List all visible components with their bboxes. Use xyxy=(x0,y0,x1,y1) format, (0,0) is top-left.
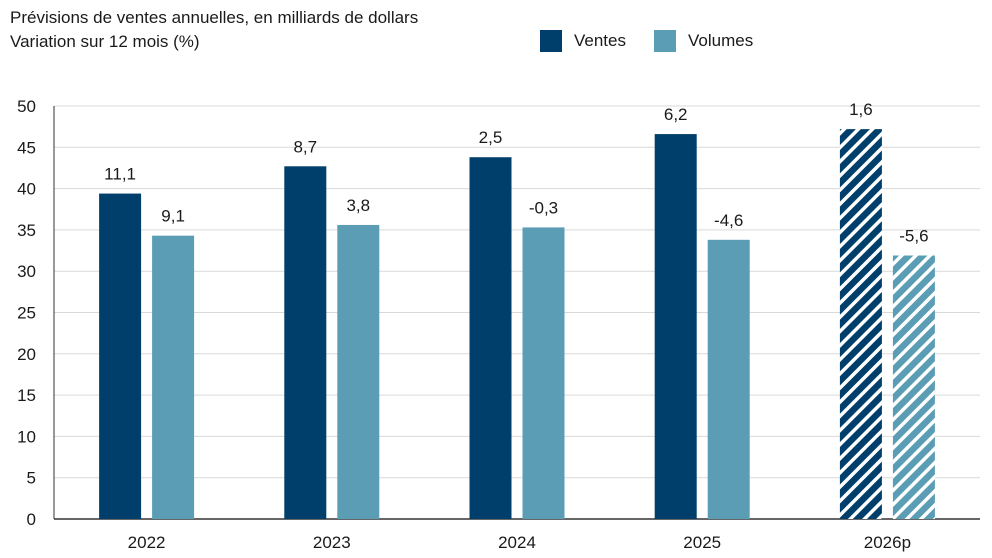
y-tick-label: 30 xyxy=(17,262,36,281)
chart-title-line1: Prévisions de ventes annuelles, en milli… xyxy=(10,8,419,27)
y-tick-label: 10 xyxy=(17,427,36,446)
bar-sales-2022 xyxy=(99,193,142,519)
y-tick-label: 35 xyxy=(17,221,36,240)
data-label-volume-2022: 9,1 xyxy=(161,207,185,226)
x-tick-label: 2023 xyxy=(313,533,351,552)
chart-title: Prévisions de ventes annuelles, en milli… xyxy=(10,6,418,54)
bar-sales-2025 xyxy=(654,134,697,520)
bar-volume-2024 xyxy=(522,227,565,519)
chart-legend: Ventes Volumes xyxy=(540,30,781,52)
y-tick-label: 25 xyxy=(17,304,36,323)
y-tick-label: 50 xyxy=(17,97,36,116)
y-tick-label: 0 xyxy=(27,510,36,529)
y-tick-label: 45 xyxy=(17,138,36,157)
legend-swatch-sales xyxy=(540,30,562,52)
x-tick-label: 2022 xyxy=(128,533,166,552)
legend-label-volume: Volumes xyxy=(688,31,754,50)
data-label-volume-2026p: -5,6 xyxy=(899,227,928,246)
data-label-sales-2024: 2,5 xyxy=(479,128,503,147)
data-label-sales-2026p: 1,6 xyxy=(849,100,873,119)
bar-sales-2023 xyxy=(284,166,327,519)
data-label-volume-2024: -0,3 xyxy=(529,198,558,217)
x-tick-label: 2026p xyxy=(864,533,911,552)
data-label-sales-2025: 6,2 xyxy=(664,105,688,124)
legend-item-volume: Volumes xyxy=(654,30,753,52)
legend-label-sales: Ventes xyxy=(574,31,626,50)
legend-item-sales: Ventes xyxy=(540,30,626,52)
bar-sales-2024 xyxy=(469,157,512,519)
bar-volume-2022 xyxy=(152,235,195,519)
legend-swatch-volume xyxy=(654,30,676,52)
y-tick-label: 15 xyxy=(17,386,36,405)
data-label-volume-2023: 3,8 xyxy=(346,196,370,215)
bar-sales-2026p xyxy=(839,129,882,520)
y-tick-label: 40 xyxy=(17,180,36,199)
y-tick-label: 20 xyxy=(17,345,36,364)
x-tick-label: 2025 xyxy=(683,533,721,552)
y-tick-label: 5 xyxy=(27,469,36,488)
chart-title-line2: Variation sur 12 mois (%) xyxy=(10,32,200,51)
data-label-volume-2025: -4,6 xyxy=(714,211,743,230)
bar-volume-2023 xyxy=(337,224,380,519)
x-tick-label: 2024 xyxy=(498,533,536,552)
bar-volume-2025 xyxy=(707,239,750,519)
data-label-sales-2023: 8,7 xyxy=(293,137,317,156)
bar-volume-2026p xyxy=(892,255,935,520)
data-label-sales-2022: 11,1 xyxy=(104,165,136,184)
